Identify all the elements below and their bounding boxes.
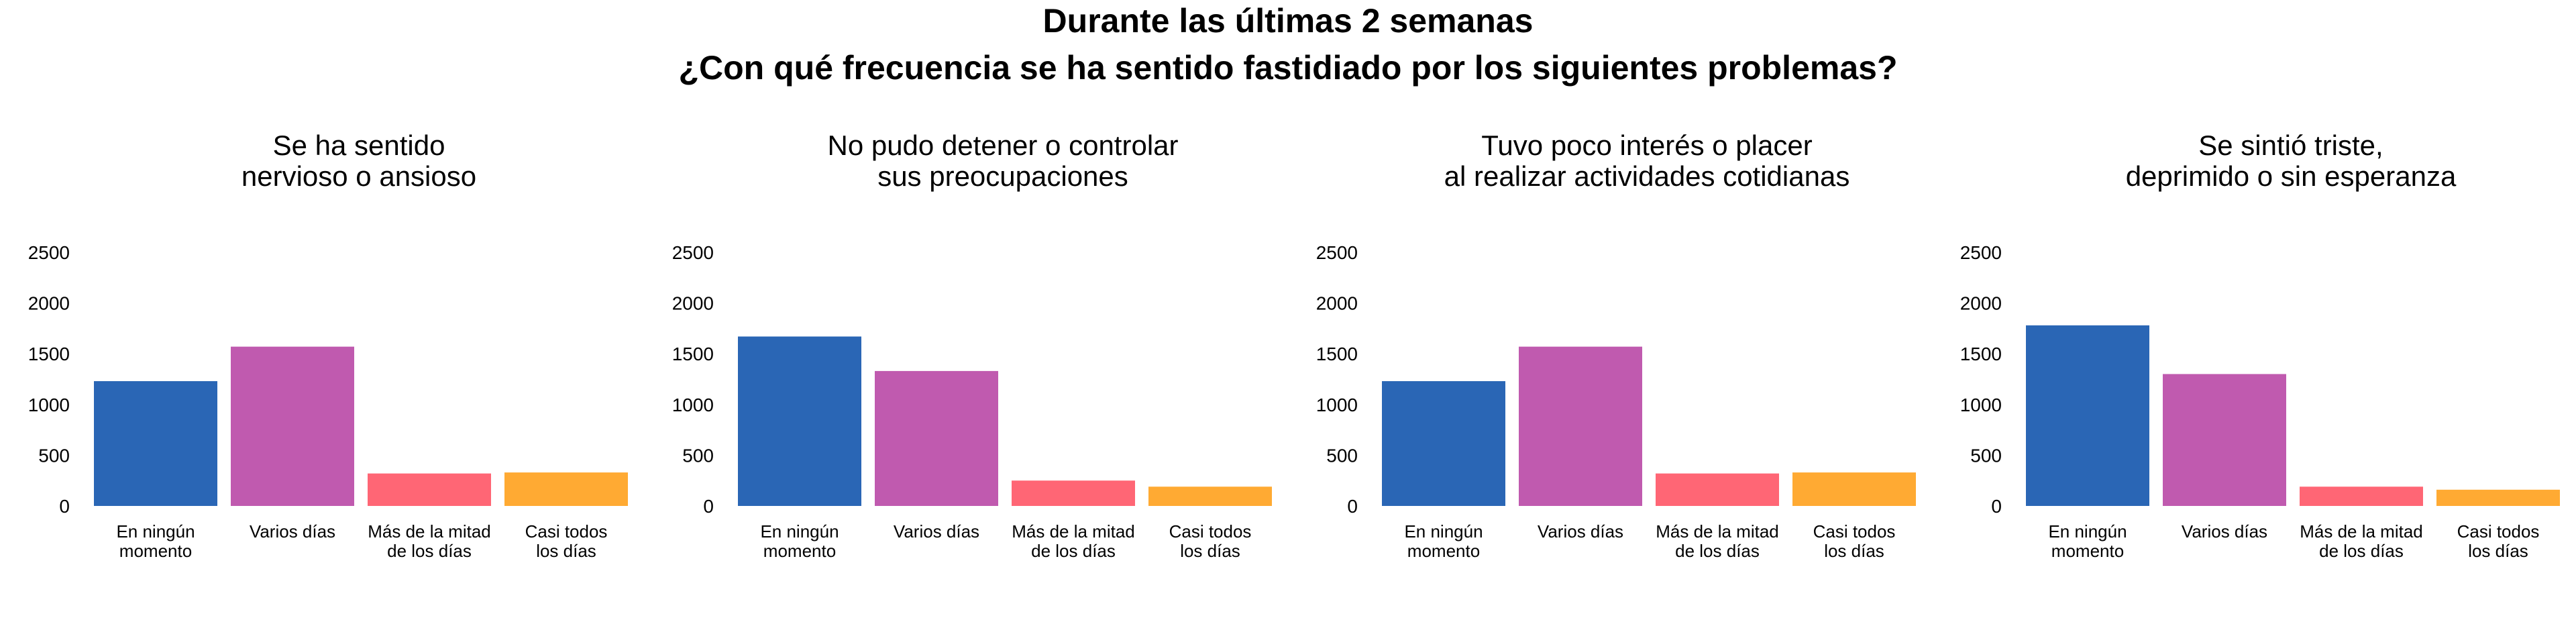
y-tick-label: 2000 (1316, 293, 1358, 314)
x-tick-label: Más de la mitad (2300, 521, 2423, 542)
x-tick-label: de los días (1675, 541, 1760, 561)
chart-title-line: al realizar actividades cotidianas (1444, 160, 1850, 192)
bar (2300, 486, 2423, 506)
y-tick-label: 1000 (672, 395, 714, 415)
x-tick-label: En ningún (760, 521, 839, 542)
x-tick-label: Más de la mitad (368, 521, 491, 542)
x-tick-label: Más de la mitad (1656, 521, 1779, 542)
x-tick-label: de los días (387, 541, 472, 561)
chart-title-line: Tuvo poco interés o placer (1481, 130, 1812, 161)
y-tick-label: 0 (59, 496, 70, 517)
bar (1382, 381, 1505, 506)
x-tick-label: de los días (1031, 541, 1116, 561)
y-tick-label: 2000 (28, 293, 70, 314)
bar (875, 370, 998, 506)
chart-title-line: Se sintió triste, (2198, 130, 2383, 161)
y-tick-label: 1000 (1316, 395, 1358, 415)
x-tick-label: Casi todos (1813, 521, 1896, 542)
bar (368, 473, 491, 506)
x-tick-label: Casi todos (2457, 521, 2540, 542)
x-tick-label: En ningún (2048, 521, 2127, 542)
x-tick-label: En ningún (116, 521, 195, 542)
x-tick-label: los días (1824, 541, 1884, 561)
x-tick-label: momento (119, 541, 192, 561)
bar (2436, 489, 2560, 506)
y-tick-label: 2500 (1960, 242, 2002, 263)
x-tick-label: los días (536, 541, 596, 561)
y-tick-label: 0 (1347, 496, 1358, 517)
x-tick-label: Varios días (1538, 521, 1623, 542)
y-tick-label: 1000 (28, 395, 70, 415)
bar (2163, 374, 2286, 506)
figure-subtitle: ¿Con qué frecuencia se ha sentido fastid… (678, 49, 1898, 87)
y-tick-label: 500 (1326, 445, 1358, 466)
y-tick-label: 500 (682, 445, 714, 466)
y-tick-label: 1000 (1960, 395, 2002, 415)
bar (2026, 325, 2149, 506)
chart-title-line: Se ha sentido (273, 130, 445, 161)
y-tick-label: 2500 (28, 242, 70, 263)
y-tick-label: 2000 (1960, 293, 2002, 314)
bar (94, 381, 217, 506)
y-tick-label: 0 (703, 496, 714, 517)
x-tick-label: Más de la mitad (1012, 521, 1135, 542)
chart-title-line: No pudo detener o controlar (827, 130, 1178, 161)
bar (1792, 472, 1916, 506)
y-tick-label: 500 (1970, 445, 2002, 466)
x-tick-label: momento (2051, 541, 2124, 561)
y-tick-label: 2000 (672, 293, 714, 314)
y-tick-label: 2500 (672, 242, 714, 263)
chart-title-line: nervioso o ansioso (241, 160, 476, 192)
x-tick-label: Varios días (250, 521, 335, 542)
figure-title: Durante las últimas 2 semanas (1042, 2, 1534, 40)
chart-panel-4: Se sintió triste,deprimido o sin esperan… (1960, 130, 2560, 561)
bar (504, 472, 628, 506)
chart-title-line: sus preocupaciones (877, 160, 1128, 192)
x-tick-label: momento (1407, 541, 1480, 561)
x-tick-label: los días (2468, 541, 2528, 561)
y-tick-label: 1500 (672, 344, 714, 364)
x-tick-label: momento (763, 541, 836, 561)
bar (738, 336, 861, 506)
x-tick-label: Casi todos (1169, 521, 1252, 542)
y-tick-label: 2500 (1316, 242, 1358, 263)
x-tick-label: los días (1180, 541, 1240, 561)
chart-title-line: deprimido o sin esperanza (2126, 160, 2457, 192)
bar (1012, 480, 1135, 506)
y-tick-label: 1500 (1960, 344, 2002, 364)
x-tick-label: de los días (2319, 541, 2404, 561)
bar (231, 346, 354, 506)
y-tick-label: 0 (1991, 496, 2002, 517)
bar (1148, 486, 1272, 506)
y-tick-label: 1500 (1316, 344, 1358, 364)
x-tick-label: En ningún (1404, 521, 1483, 542)
x-tick-label: Casi todos (525, 521, 608, 542)
y-tick-label: 500 (38, 445, 70, 466)
bar (1656, 473, 1779, 506)
x-tick-label: Varios días (894, 521, 979, 542)
y-tick-label: 1500 (28, 344, 70, 364)
x-tick-label: Varios días (2182, 521, 2267, 542)
bar (1519, 346, 1642, 506)
